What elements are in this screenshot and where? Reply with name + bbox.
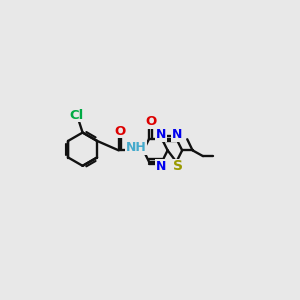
Text: N: N [156, 160, 166, 173]
Text: NH: NH [126, 141, 146, 154]
Text: Cl: Cl [70, 109, 84, 122]
Text: O: O [145, 115, 156, 128]
Text: O: O [114, 125, 126, 138]
Text: S: S [172, 159, 182, 173]
Text: N: N [172, 128, 182, 141]
Text: N: N [156, 128, 166, 141]
